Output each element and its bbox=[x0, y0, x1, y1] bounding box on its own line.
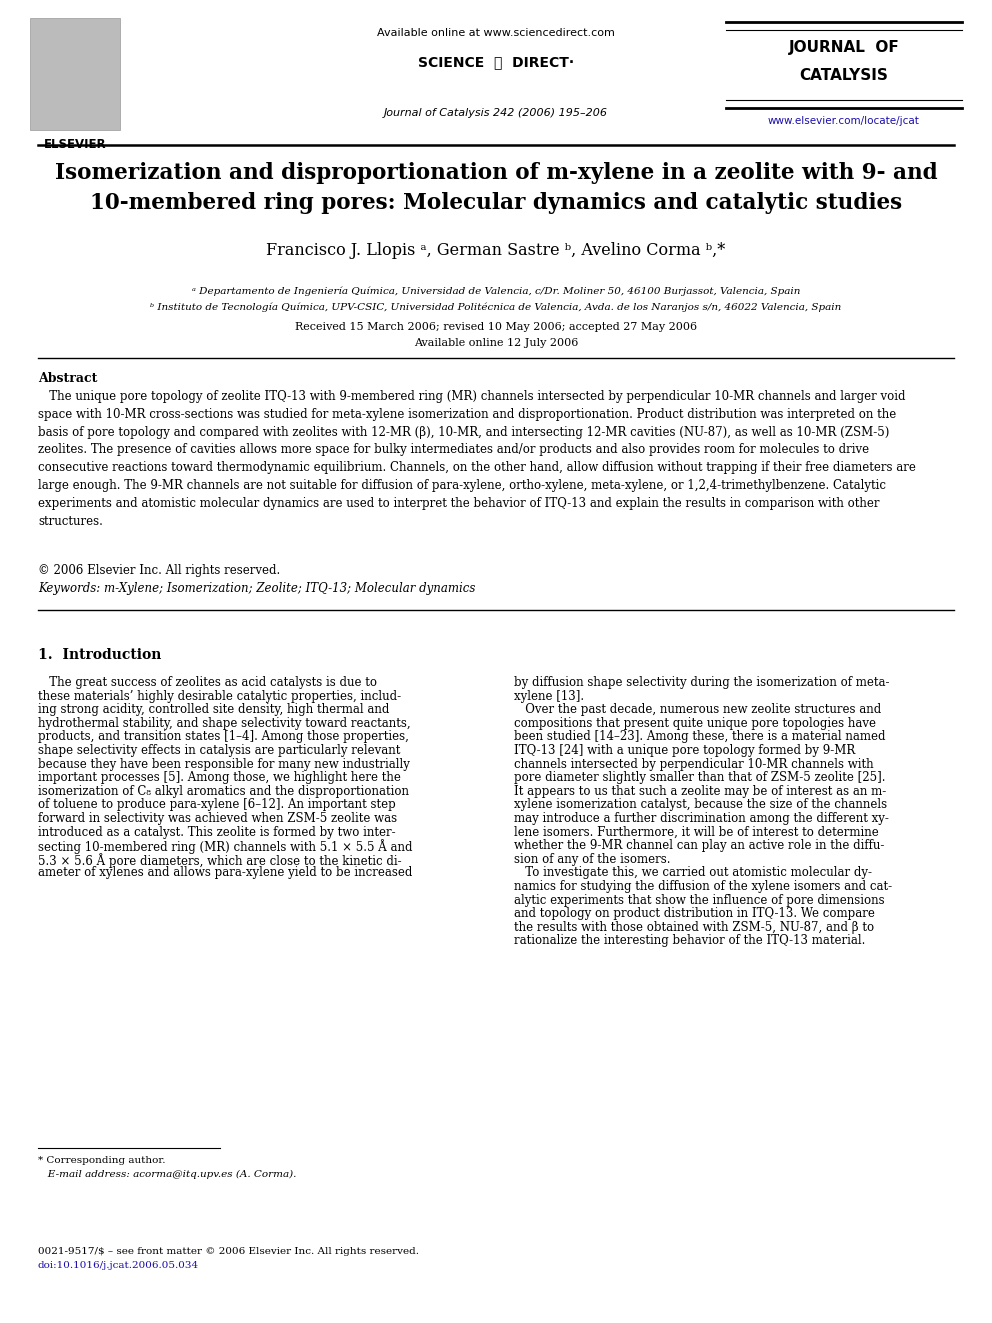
Text: Abstract: Abstract bbox=[38, 372, 97, 385]
Text: hydrothermal stability, and shape selectivity toward reactants,: hydrothermal stability, and shape select… bbox=[38, 717, 411, 730]
Text: alytic experiments that show the influence of pore dimensions: alytic experiments that show the influen… bbox=[514, 893, 885, 906]
Text: 1.  Introduction: 1. Introduction bbox=[38, 648, 162, 662]
Text: © 2006 Elsevier Inc. All rights reserved.: © 2006 Elsevier Inc. All rights reserved… bbox=[38, 564, 281, 577]
Text: CATALYSIS: CATALYSIS bbox=[800, 67, 889, 83]
Text: It appears to us that such a zeolite may be of interest as an m-: It appears to us that such a zeolite may… bbox=[514, 785, 886, 798]
Text: Journal of Catalysis 242 (2006) 195–206: Journal of Catalysis 242 (2006) 195–206 bbox=[384, 108, 608, 118]
Text: SCIENCE  ⓓ  DIRECT·: SCIENCE ⓓ DIRECT· bbox=[418, 56, 574, 69]
Text: rationalize the interesting behavior of the ITQ-13 material.: rationalize the interesting behavior of … bbox=[514, 934, 865, 947]
Text: whether the 9-MR channel can play an active role in the diffu-: whether the 9-MR channel can play an act… bbox=[514, 839, 885, 852]
Text: 0021-9517/$ – see front matter © 2006 Elsevier Inc. All rights reserved.: 0021-9517/$ – see front matter © 2006 El… bbox=[38, 1248, 419, 1256]
Text: lene isomers. Furthermore, it will be of interest to determine: lene isomers. Furthermore, it will be of… bbox=[514, 826, 879, 839]
Text: E-mail address: acorma@itq.upv.es (A. Corma).: E-mail address: acorma@itq.upv.es (A. Co… bbox=[38, 1170, 297, 1179]
Text: www.elsevier.com/locate/jcat: www.elsevier.com/locate/jcat bbox=[768, 116, 920, 126]
Text: ELSEVIER: ELSEVIER bbox=[44, 138, 106, 151]
Text: Keywords: m-Xylene; Isomerization; Zeolite; ITQ-13; Molecular dynamics: Keywords: m-Xylene; Isomerization; Zeoli… bbox=[38, 582, 475, 595]
Text: 5.3 × 5.6 Å pore diameters, which are close to the kinetic di-: 5.3 × 5.6 Å pore diameters, which are cl… bbox=[38, 853, 402, 868]
Text: ITQ-13 [24] with a unique pore topology formed by 9-MR: ITQ-13 [24] with a unique pore topology … bbox=[514, 744, 855, 757]
Text: 10-membered ring pores: Molecular dynamics and catalytic studies: 10-membered ring pores: Molecular dynami… bbox=[90, 192, 902, 214]
Text: Available online at www.sciencedirect.com: Available online at www.sciencedirect.co… bbox=[377, 28, 615, 38]
Text: To investigate this, we carried out atomistic molecular dy-: To investigate this, we carried out atom… bbox=[514, 867, 872, 880]
Text: ᵃ Departamento de Ingeniería Química, Universidad de Valencia, c/Dr. Moliner 50,: ᵃ Departamento de Ingeniería Química, Un… bbox=[191, 286, 801, 295]
Text: been studied [14–23]. Among these, there is a material named: been studied [14–23]. Among these, there… bbox=[514, 730, 886, 744]
Text: because they have been responsible for many new industrially: because they have been responsible for m… bbox=[38, 758, 410, 770]
Text: Received 15 March 2006; revised 10 May 2006; accepted 27 May 2006: Received 15 March 2006; revised 10 May 2… bbox=[295, 321, 697, 332]
Text: The great success of zeolites as acid catalysts is due to: The great success of zeolites as acid ca… bbox=[38, 676, 377, 689]
Text: Isomerization and disproportionation of m-xylene in a zeolite with 9- and: Isomerization and disproportionation of … bbox=[55, 161, 937, 184]
Text: and topology on product distribution in ITQ-13. We compare: and topology on product distribution in … bbox=[514, 908, 875, 921]
Text: the results with those obtained with ZSM-5, NU-87, and β to: the results with those obtained with ZSM… bbox=[514, 921, 874, 934]
Text: isomerization of C₈ alkyl aromatics and the disproportionation: isomerization of C₈ alkyl aromatics and … bbox=[38, 785, 409, 798]
Text: channels intersected by perpendicular 10-MR channels with: channels intersected by perpendicular 10… bbox=[514, 758, 874, 770]
Text: may introduce a further discrimination among the different xy-: may introduce a further discrimination a… bbox=[514, 812, 889, 826]
Text: ing strong acidity, controlled site density, high thermal and: ing strong acidity, controlled site dens… bbox=[38, 704, 390, 716]
Text: Francisco J. Llopis ᵃ, German Sastre ᵇ, Avelino Corma ᵇ,*: Francisco J. Llopis ᵃ, German Sastre ᵇ, … bbox=[267, 242, 725, 259]
Text: pore diameter slightly smaller than that of ZSM-5 zeolite [25].: pore diameter slightly smaller than that… bbox=[514, 771, 886, 785]
Text: The unique pore topology of zeolite ITQ-13 with 9-membered ring (MR) channels in: The unique pore topology of zeolite ITQ-… bbox=[38, 390, 916, 528]
Text: ᵇ Instituto de Tecnología Química, UPV-CSIC, Universidad Politécnica de Valencia: ᵇ Instituto de Tecnología Química, UPV-C… bbox=[151, 302, 841, 311]
Text: Available online 12 July 2006: Available online 12 July 2006 bbox=[414, 337, 578, 348]
Text: doi:10.1016/j.jcat.2006.05.034: doi:10.1016/j.jcat.2006.05.034 bbox=[38, 1261, 199, 1270]
Bar bbox=[30, 19, 120, 130]
Text: forward in selectivity was achieved when ZSM-5 zeolite was: forward in selectivity was achieved when… bbox=[38, 812, 397, 826]
Text: sion of any of the isomers.: sion of any of the isomers. bbox=[514, 853, 671, 865]
Text: Over the past decade, numerous new zeolite structures and: Over the past decade, numerous new zeoli… bbox=[514, 704, 881, 716]
Text: important processes [5]. Among those, we highlight here the: important processes [5]. Among those, we… bbox=[38, 771, 401, 785]
Text: of toluene to produce para-xylene [6–12]. An important step: of toluene to produce para-xylene [6–12]… bbox=[38, 798, 396, 811]
Text: xylene [13].: xylene [13]. bbox=[514, 689, 584, 703]
Text: products, and transition states [1–4]. Among those properties,: products, and transition states [1–4]. A… bbox=[38, 730, 409, 744]
Text: compositions that present quite unique pore topologies have: compositions that present quite unique p… bbox=[514, 717, 876, 730]
Text: these materials’ highly desirable catalytic properties, includ-: these materials’ highly desirable cataly… bbox=[38, 689, 401, 703]
Text: introduced as a catalyst. This zeolite is formed by two inter-: introduced as a catalyst. This zeolite i… bbox=[38, 826, 396, 839]
Text: secting 10-membered ring (MR) channels with 5.1 × 5.5 Å and: secting 10-membered ring (MR) channels w… bbox=[38, 839, 413, 855]
Text: namics for studying the diffusion of the xylene isomers and cat-: namics for studying the diffusion of the… bbox=[514, 880, 892, 893]
Text: xylene isomerization catalyst, because the size of the channels: xylene isomerization catalyst, because t… bbox=[514, 798, 887, 811]
Text: shape selectivity effects in catalysis are particularly relevant: shape selectivity effects in catalysis a… bbox=[38, 744, 401, 757]
Text: JOURNAL  OF: JOURNAL OF bbox=[789, 40, 900, 56]
Text: ameter of xylenes and allows para-xylene yield to be increased: ameter of xylenes and allows para-xylene… bbox=[38, 867, 413, 880]
Text: * Corresponding author.: * Corresponding author. bbox=[38, 1156, 166, 1166]
Text: by diffusion shape selectivity during the isomerization of meta-: by diffusion shape selectivity during th… bbox=[514, 676, 890, 689]
